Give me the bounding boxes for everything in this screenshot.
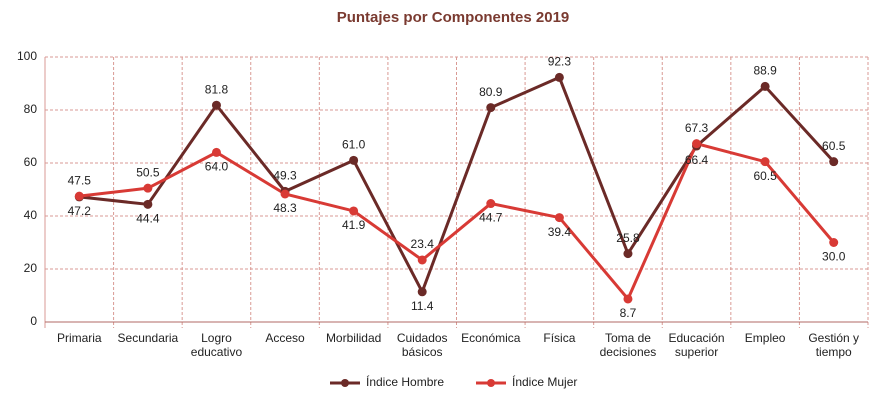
point — [211, 147, 221, 157]
value-label: 30.0 — [822, 250, 846, 264]
point — [760, 157, 770, 167]
value-label: 44.4 — [136, 212, 160, 226]
value-label: 41.9 — [342, 218, 366, 232]
value-label: 60.5 — [822, 139, 846, 153]
chart-title: Puntajes por Componentes 2019 — [337, 9, 570, 26]
point — [74, 191, 84, 201]
value-label: 49.3 — [273, 169, 297, 183]
x-tick-label: Primaria — [56, 331, 102, 345]
legend-label: Índice Hombre — [366, 374, 444, 389]
x-tick-label: Gestión y tiempo — [808, 331, 860, 359]
point — [280, 189, 290, 199]
point — [349, 206, 359, 216]
x-tick-label: Física — [543, 331, 576, 345]
x-tick-label: Morbilidad — [325, 331, 382, 345]
x-tick-label: Toma de decisiones — [599, 331, 657, 359]
y-tick-label: 60 — [24, 155, 38, 169]
y-tick-label: 0 — [30, 314, 37, 328]
value-label: 92.3 — [548, 55, 572, 69]
value-label: 47.5 — [68, 173, 92, 187]
point — [554, 213, 564, 223]
y-tick-label: 80 — [24, 102, 38, 116]
value-label: 11.4 — [411, 299, 434, 313]
value-label: 64.0 — [205, 160, 229, 174]
x-tick-label: Logro educativo — [190, 331, 243, 359]
point — [143, 183, 153, 193]
series-line — [79, 75, 835, 296]
point — [829, 157, 839, 167]
x-tick-label: Secundaria — [117, 331, 179, 345]
value-label: 44.7 — [479, 211, 503, 225]
point — [829, 238, 839, 247]
y-tick-label: 20 — [24, 261, 38, 275]
y-tick-label: 40 — [24, 208, 38, 222]
point — [211, 100, 221, 110]
value-label: 39.4 — [548, 225, 572, 239]
point — [692, 139, 702, 149]
legend-marker — [487, 379, 495, 387]
point — [486, 103, 496, 113]
point — [623, 249, 633, 259]
value-label: 60.5 — [753, 169, 777, 183]
x-tick-label: Económica — [461, 331, 521, 345]
legend-label: Índice Mujer — [512, 374, 577, 389]
value-label: 61.0 — [342, 138, 366, 152]
point — [760, 81, 770, 91]
legend-marker — [341, 379, 349, 387]
value-label: 80.9 — [479, 85, 503, 99]
value-label: 50.5 — [136, 165, 160, 179]
value-label: 88.9 — [753, 64, 777, 78]
point — [623, 294, 633, 304]
point — [486, 199, 496, 209]
value-label: 67.3 — [685, 121, 709, 135]
value-label: 8.7 — [620, 306, 637, 320]
point — [143, 199, 153, 209]
x-tick-label: Educación superior — [668, 331, 725, 359]
y-tick-label: 100 — [17, 49, 37, 63]
value-label: 66.4 — [685, 153, 709, 167]
value-label: 47.2 — [68, 204, 92, 218]
value-label: 23.4 — [411, 237, 435, 251]
value-label: 81.8 — [205, 82, 229, 96]
point — [417, 287, 427, 297]
series-line — [79, 141, 835, 302]
point — [417, 255, 427, 265]
x-tick-label: Cuidados básicos — [396, 331, 448, 359]
value-label: 48.3 — [273, 201, 297, 215]
value-label: 25.8 — [616, 231, 640, 245]
x-tick-label: Acceso — [265, 331, 305, 345]
point — [349, 155, 359, 165]
x-tick-label: Empleo — [744, 331, 786, 345]
point — [554, 72, 564, 82]
